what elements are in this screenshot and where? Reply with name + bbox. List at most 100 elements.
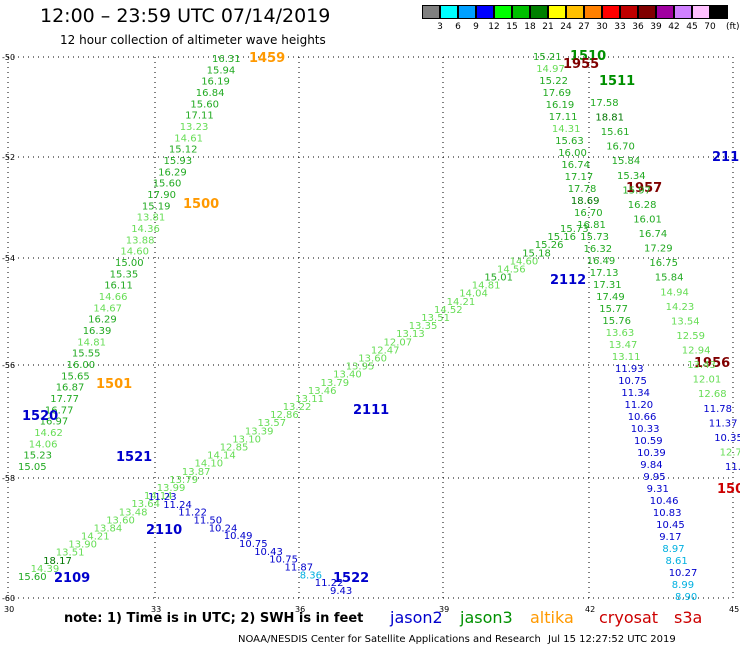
latitude-label: -50 (2, 53, 15, 62)
track-time-label: 1510 (570, 49, 606, 64)
wave-height-value: 15.26 (535, 240, 564, 251)
wave-height-value: 13.57 (258, 418, 287, 429)
wave-height-value: 14.66 (99, 292, 128, 303)
scale-label: 24 (560, 22, 572, 32)
satellite-legend-cryosat: cryosat (599, 608, 659, 627)
wave-height-value: 16.77 (45, 405, 74, 416)
wave-height-value: 16.70 (574, 208, 603, 219)
wave-height-value: 17.69 (543, 88, 572, 99)
wave-height-value: 16.00 (558, 148, 587, 159)
wave-height-value: 16.49 (587, 256, 616, 267)
wave-height-value: 16.29 (158, 167, 187, 178)
wave-height-value: 8.97 (662, 544, 684, 555)
wave-height-value: 18.81 (595, 113, 624, 124)
wave-height-value: 9.84 (640, 460, 662, 471)
wave-height-value: 16.87 (56, 383, 85, 394)
wave-height-value: 15.60 (190, 99, 219, 110)
wave-height-value: 10.33 (631, 424, 660, 435)
latitude-label: -52 (2, 153, 15, 162)
wave-height-value: 10.45 (656, 520, 685, 531)
wave-height-value: 13.51 (421, 313, 450, 324)
wave-height-value: 15.21 (533, 52, 562, 63)
wave-height-value: 13.79 (169, 475, 198, 486)
wave-height-value: 15.60 (18, 572, 47, 583)
scale-label: 15 (506, 22, 518, 32)
wave-height-value: 13.39 (245, 426, 274, 437)
scale-label: 70 (704, 22, 716, 32)
wave-height-value: 16.32 (584, 244, 613, 255)
wave-height-value: 15.12 (169, 145, 198, 156)
wave-height-value: 17.13 (590, 268, 619, 279)
longitude-label: 33 (151, 605, 161, 614)
wave-height-value: 8.90 (675, 592, 697, 603)
scale-label: 36 (632, 22, 644, 32)
scale-swatch (674, 5, 692, 19)
wave-height-value: 13.40 (333, 370, 362, 381)
wave-height-value: 15.63 (555, 136, 584, 147)
track-time-label: 2112 (550, 273, 586, 288)
wave-height-value: 9.95 (643, 472, 665, 483)
wave-height-value: 13.81 (137, 213, 166, 224)
wave-height-value: 13.22 (283, 402, 312, 413)
wave-height-value: 13.95 (346, 362, 375, 373)
longitude-label: 39 (439, 605, 449, 614)
wave-height-value: 16.00 (67, 360, 96, 371)
scale-swatch (656, 5, 674, 19)
wave-height-value: 14.06 (29, 439, 58, 450)
wave-height-value: 14.81 (472, 281, 501, 292)
wave-height-value: 13.46 (308, 386, 337, 397)
wave-height-value: 16.31 (212, 54, 241, 65)
wave-height-value: 11.37 (709, 418, 738, 429)
scale-label: 21 (542, 22, 554, 32)
satellite-legend-s3a: s3a (674, 608, 703, 627)
wave-height-value: 11.22 (315, 578, 344, 589)
wave-height-value: 15.94 (207, 65, 236, 76)
track-time-label: 1957 (626, 181, 662, 196)
wave-height-value: 15.22 (539, 76, 568, 87)
wave-height-value: 18.69 (571, 196, 600, 207)
latitude-label: -54 (2, 254, 15, 263)
wave-height-value: 15.76 (602, 316, 631, 327)
wave-height-value: 13.60 (106, 515, 135, 526)
map-grid (7, 56, 734, 599)
wave-height-value: 13.11 (295, 394, 324, 405)
wave-height-value: 15.01 (484, 273, 513, 284)
wave-height-value: 16.74 (639, 229, 668, 240)
wave-height-value: 14.67 (93, 303, 122, 314)
wave-height-value: 10.66 (628, 412, 657, 423)
wave-height-value: 14.62 (34, 428, 63, 439)
wave-height-value: 10.49 (224, 531, 253, 542)
wave-height-value: 17.29 (644, 244, 673, 255)
wave-height-value: 17.49 (596, 292, 625, 303)
wave-height-value: 11.50 (194, 516, 223, 527)
wave-height-value: 13.23 (180, 122, 209, 133)
wave-height-value: 10.27 (669, 568, 698, 579)
wave-height-value: 17.11 (549, 112, 578, 123)
scale-swatch (494, 5, 512, 19)
wave-height-value: 10.39 (637, 448, 666, 459)
track-time-label: 2110 (146, 523, 182, 538)
wave-height-value: 14.61 (174, 133, 203, 144)
scale-label: 18 (524, 22, 536, 32)
wave-height-value: 15.84 (655, 273, 684, 284)
wave-height-value: 15.55 (72, 349, 101, 360)
wave-height-value: 10.43 (254, 547, 283, 558)
wave-height-value: 14.60 (510, 256, 539, 267)
wave-height-value: 10.46 (650, 496, 679, 507)
wave-height-value: 15.16 (547, 232, 576, 243)
wave-height-value: 14.81 (77, 337, 106, 348)
track-time-label: 1501 (96, 377, 132, 392)
wave-height-value: 14.21 (81, 532, 110, 543)
wave-height-value: 14.31 (552, 124, 581, 135)
longitude-label: 45 (729, 605, 739, 614)
scale-label: 30 (596, 22, 608, 32)
longitude-label: 42 (585, 605, 595, 614)
wave-height-value: 15.77 (599, 304, 628, 315)
wave-height-value: 12.59 (676, 331, 705, 342)
wave-height-value: 8.61 (666, 556, 688, 567)
wave-height-value: 14.23 (666, 302, 695, 313)
wave-height-value: 15.35 (110, 269, 139, 280)
satellite-legend-altika: altika (530, 608, 574, 627)
